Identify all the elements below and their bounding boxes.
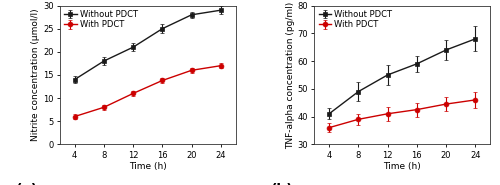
X-axis label: Time (h): Time (h)	[129, 162, 166, 171]
Y-axis label: Nitrite concentration (μmol/l): Nitrite concentration (μmol/l)	[32, 9, 40, 141]
Text: (b): (b)	[270, 183, 293, 185]
Legend: Without PDCT, With PDCT: Without PDCT, With PDCT	[317, 8, 394, 31]
Text: (a): (a)	[16, 183, 38, 185]
Y-axis label: TNF-alpha concentration (pg/ml): TNF-alpha concentration (pg/ml)	[286, 1, 295, 149]
X-axis label: Time (h): Time (h)	[384, 162, 421, 171]
Legend: Without PDCT, With PDCT: Without PDCT, With PDCT	[62, 8, 140, 31]
